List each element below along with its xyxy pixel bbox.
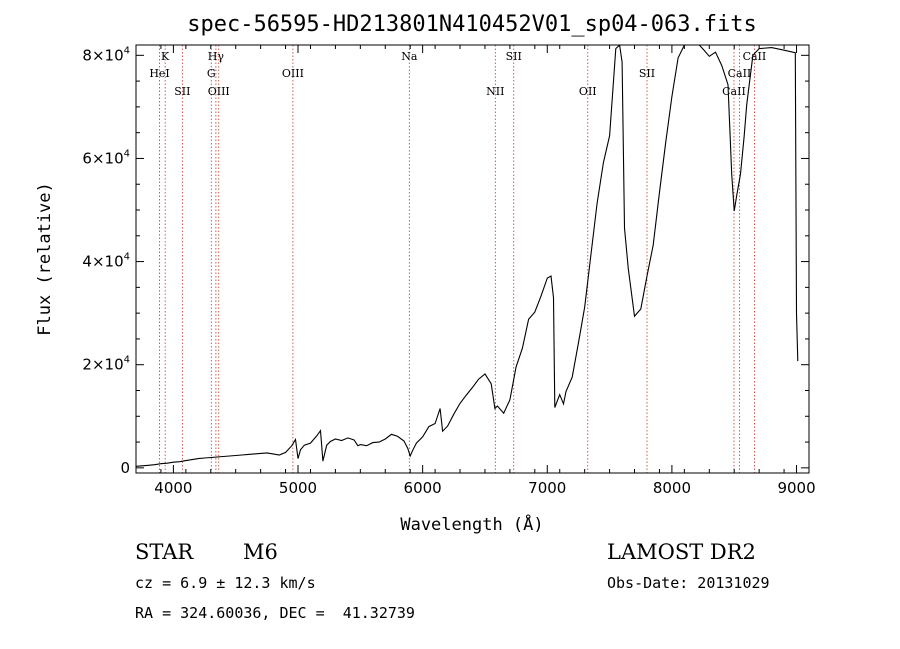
survey-name: LAMOST DR2 [607, 540, 756, 564]
y-tick-label: 8×104 [82, 45, 130, 64]
line-marker-label: G [207, 67, 216, 80]
plot-frame [135, 44, 810, 474]
line-marker-label: OIII [208, 85, 230, 98]
y-tick-label: 6×104 [82, 148, 130, 167]
x-tick-label: 9000 [777, 479, 815, 497]
x-tick-label: 6000 [404, 479, 442, 497]
redshift-readout: cz = 6.9 ± 12.3 km/s [135, 574, 316, 592]
x-axis-label: Wavelength (Å) [400, 513, 543, 535]
object-subclass: M6 [243, 540, 278, 564]
line-marker-label: OII [579, 85, 597, 98]
line-marker-label: Hγ [208, 50, 225, 63]
line-marker-label: CaII [722, 85, 746, 98]
y-tick-label: 2×104 [82, 355, 130, 374]
observation-date: Obs-Date: 20131029 [607, 574, 770, 592]
line-marker-label: Na [401, 50, 418, 63]
x-tick-label: 7000 [528, 479, 566, 497]
y-tick-label: 4×104 [82, 252, 130, 271]
coordinates-readout: RA = 324.60036, DEC = 41.32739 [135, 604, 415, 622]
series-layer [136, 45, 799, 467]
line-marker-label: K [161, 50, 170, 63]
y-axis-label: Flux (relative) [35, 182, 55, 336]
x-tick-label: 4000 [154, 479, 192, 497]
spectrum-series-line [136, 45, 799, 467]
chart-title: spec-56595-HD213801N410452V01_sp04-063.f… [187, 12, 757, 37]
line-markers: K HeI SII Hγ G OIII OIII Na SII NII OII SII CaII CaII… [149, 45, 766, 473]
x-axis: 4000 5000 6000 7000 8000 9000 [135, 45, 816, 497]
line-marker-label: NII [486, 85, 504, 98]
line-marker-label: CaII [743, 50, 767, 63]
line-marker-label: SII [639, 67, 655, 80]
line-marker-label: SII [174, 85, 190, 98]
object-class: STAR [135, 540, 194, 564]
line-marker-label: CaII [728, 67, 752, 80]
spectrum-chart: spec-56595-HD213801N410452V01_sp04-063.f… [35, 12, 816, 535]
line-marker-label: SII [506, 50, 522, 63]
x-tick-label: 8000 [653, 479, 691, 497]
line-marker-label: OIII [282, 67, 304, 80]
y-tick-label: 0 [120, 459, 130, 477]
line-marker-label: HeI [149, 67, 169, 80]
x-tick-label: 5000 [279, 479, 317, 497]
y-axis: 0 2×104 4×104 6×104 8×104 [82, 45, 809, 477]
